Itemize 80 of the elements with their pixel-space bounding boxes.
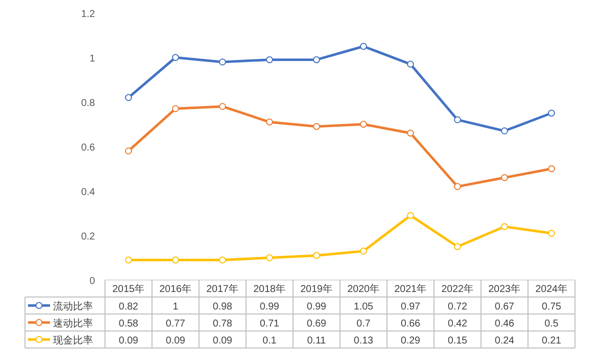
point [313, 122, 320, 130]
y-tick-label: 0.2 [81, 232, 96, 242]
point [172, 105, 179, 112]
point [219, 58, 226, 66]
data-label: 0.46 [494, 318, 515, 330]
data-label: 0.69 [306, 318, 327, 330]
data-label: 0.1 [262, 336, 277, 346]
data-label: 0.75 [542, 302, 562, 312]
point [454, 116, 461, 124]
point [548, 230, 555, 237]
point [172, 54, 179, 61]
point [125, 94, 132, 102]
point [548, 165, 555, 172]
y-tick-label: 0 [89, 276, 96, 287]
data-label: 0.24 [494, 336, 515, 346]
x-tick-label: 2018年 [253, 283, 286, 295]
y-tick-label: 0.6 [81, 142, 96, 154]
point [501, 127, 508, 134]
x-tick-label: 2020年 [347, 283, 380, 295]
point [125, 147, 132, 154]
y-tick-label: 1 [89, 54, 96, 64]
x-tick-label: 2019年 [300, 283, 333, 295]
x-tick-label: 2016年 [159, 283, 192, 295]
data-label: 0.21 [542, 336, 562, 346]
data-label: 0.67 [494, 302, 515, 312]
legend-label: 现金比率 [53, 334, 93, 346]
y-tick-label: 0.4 [81, 187, 96, 198]
data-label: 0.77 [166, 318, 186, 330]
point [172, 256, 179, 264]
point [313, 56, 320, 64]
y-tick-label: 1.2 [81, 9, 96, 20]
data-label: 0.58 [118, 318, 139, 330]
data-label: 0.72 [448, 302, 468, 312]
point [454, 243, 461, 250]
point [360, 42, 367, 50]
point [407, 212, 414, 219]
point [501, 223, 508, 230]
data-label: 0.13 [354, 336, 374, 346]
data-label: 0.5 [544, 318, 559, 330]
data-label: 0.09 [212, 336, 233, 346]
point [501, 174, 508, 182]
legend-label: 速动比率 [53, 318, 93, 330]
point [219, 256, 226, 264]
x-tick-label: 2015年 [112, 283, 145, 295]
point [548, 110, 555, 117]
data-label: 0.71 [260, 318, 280, 330]
point [360, 248, 367, 255]
data-label: 0.11 [307, 336, 326, 346]
point [266, 254, 273, 262]
x-tick-label: 2017年 [206, 283, 239, 295]
point [266, 118, 273, 126]
data-label: 0.78 [212, 318, 233, 330]
data-label: 0.82 [118, 302, 139, 312]
data-label: 0.66 [400, 318, 421, 330]
point [313, 252, 320, 260]
x-tick-label: 2023年 [488, 283, 521, 295]
data-label: 1 [172, 302, 179, 312]
legend-label: 流动比率 [53, 300, 93, 312]
data-label: 0.09 [166, 336, 186, 346]
data-label: 0.15 [448, 336, 468, 346]
data-label: 0.98 [212, 302, 233, 312]
data-label: 0.09 [118, 336, 139, 346]
data-label: 0.29 [400, 336, 421, 346]
data-label: 0.7 [356, 318, 371, 330]
point [407, 60, 414, 68]
point [407, 130, 414, 137]
point [266, 56, 273, 64]
x-tick-label: 2022年 [441, 283, 474, 295]
data-label: 0.97 [400, 302, 421, 312]
x-tick-label: 2024年 [535, 283, 568, 295]
data-label: 0.99 [260, 302, 280, 312]
data-label: 1.05 [354, 302, 374, 312]
y-tick-label: 0.8 [81, 98, 96, 109]
x-tick-label: 2021年 [394, 283, 427, 295]
point [454, 183, 461, 190]
point [125, 256, 132, 264]
point [360, 120, 367, 128]
point [219, 102, 226, 110]
data-label: 0.42 [448, 318, 468, 330]
data-label: 0.99 [306, 302, 327, 312]
